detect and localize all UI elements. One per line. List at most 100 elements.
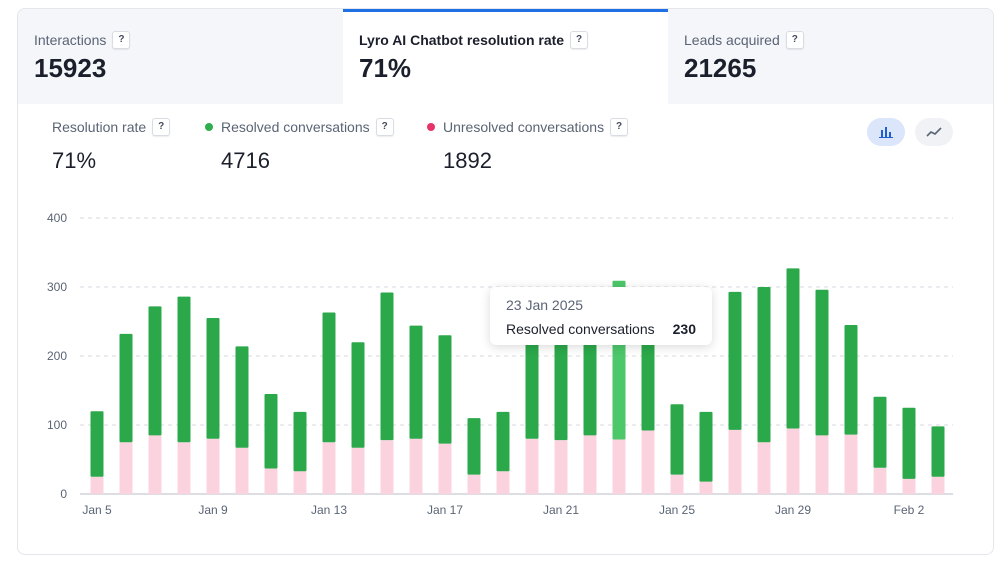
metric-resolved-conversations: Resolved conversations? 4716: [205, 118, 394, 174]
resolved-bar: [583, 335, 597, 436]
help-icon[interactable]: ?: [152, 118, 171, 136]
unresolved-dot-icon: [427, 123, 435, 131]
metric-resolution-rate: Resolution rate? 71%: [52, 118, 171, 174]
resolved-bar: [409, 325, 423, 439]
bar-view-toggle[interactable]: [867, 118, 905, 146]
chart-tooltip: 23 Jan 2025 Resolved conversations 230: [490, 287, 712, 345]
help-icon[interactable]: ?: [785, 31, 804, 49]
resolved-bar: [844, 324, 858, 435]
unresolved-bar: [496, 471, 510, 494]
x-tick-label: Jan 9: [198, 503, 228, 517]
unresolved-bar: [902, 478, 916, 494]
unresolved-bar: [931, 476, 945, 494]
tab-label: Interactions: [34, 32, 107, 48]
line-view-toggle[interactable]: [915, 118, 953, 146]
y-tick-label: 300: [47, 280, 67, 294]
unresolved-bar: [264, 468, 278, 494]
unresolved-bar: [409, 438, 423, 494]
tooltip-label: Resolved conversations: [506, 321, 655, 337]
unresolved-bar: [525, 438, 539, 494]
tab-interactions[interactable]: Interactions? 15923: [18, 9, 343, 104]
resolved-bar: [235, 346, 249, 448]
x-tick-label: Jan 21: [543, 503, 579, 517]
unresolved-bar: [148, 435, 162, 494]
metric-value: 1892: [443, 148, 492, 173]
unresolved-bar: [177, 442, 191, 494]
unresolved-bar: [119, 442, 133, 494]
unresolved-bar: [699, 481, 713, 494]
x-tick-label: Jan 17: [427, 503, 463, 517]
resolved-bar: [438, 335, 452, 444]
y-tick-label: 400: [47, 211, 67, 225]
x-tick-label: Jan 29: [775, 503, 811, 517]
resolved-bar: [148, 306, 162, 436]
y-tick-label: 0: [60, 487, 67, 501]
resolved-bar: [467, 418, 481, 475]
unresolved-bar: [351, 447, 365, 494]
resolved-bar: [380, 292, 394, 441]
resolved-bar: [496, 411, 510, 472]
metric-tabs: Interactions? 15923 Lyro AI Chatbot reso…: [18, 9, 993, 104]
resolved-bar: [902, 407, 916, 479]
resolved-bar: [293, 411, 307, 472]
resolved-bar: [264, 393, 278, 469]
tooltip-date: 23 Jan 2025: [506, 297, 584, 313]
metric-value: 71%: [52, 148, 97, 173]
resolved-bar: [322, 312, 336, 443]
tooltip-value: 230: [672, 321, 696, 337]
resolved-bar: [728, 291, 742, 430]
resolved-bar: [699, 411, 713, 482]
unresolved-bar: [293, 471, 307, 494]
unresolved-bar: [873, 467, 887, 494]
y-tick-label: 200: [47, 349, 67, 363]
unresolved-bar: [786, 428, 800, 494]
metric-value: 4716: [221, 148, 270, 173]
unresolved-bar: [757, 442, 771, 494]
resolved-bar: [525, 328, 539, 439]
resolved-bar: [119, 333, 133, 443]
metric-label: Resolution rate: [52, 119, 147, 135]
tab-value: 71%: [359, 53, 412, 83]
metric-label: Unresolved conversations: [443, 119, 605, 135]
unresolved-bar: [380, 440, 394, 494]
y-tick-label: 100: [47, 418, 67, 432]
unresolved-bar: [554, 440, 568, 494]
resolved-bar: [757, 287, 771, 443]
tab-label: Lyro AI Chatbot resolution rate: [359, 32, 565, 48]
unresolved-bar: [583, 435, 597, 494]
help-icon[interactable]: ?: [570, 31, 589, 49]
metric-unresolved-conversations: Unresolved conversations? 1892: [427, 118, 629, 174]
help-icon[interactable]: ?: [610, 118, 629, 136]
resolved-bar: [670, 404, 684, 475]
resolved-bar: [641, 336, 655, 431]
unresolved-bar: [844, 434, 858, 494]
resolved-dot-icon: [205, 123, 213, 131]
line-chart-icon: [926, 127, 942, 137]
x-tick-label: Feb 2: [894, 503, 925, 517]
unresolved-bar: [815, 435, 829, 494]
unresolved-bar: [670, 474, 684, 494]
unresolved-bar: [641, 430, 655, 494]
resolved-bar: [931, 426, 945, 477]
unresolved-bar: [438, 443, 452, 494]
resolved-bar: [873, 396, 887, 468]
tab-value: 21265: [684, 53, 757, 83]
metric-label: Resolved conversations: [221, 119, 370, 135]
unresolved-bar: [206, 438, 220, 494]
tab-resolution-rate[interactable]: Lyro AI Chatbot resolution rate? 71%: [343, 9, 668, 104]
resolved-bar: [351, 342, 365, 448]
tab-label: Leads acquired: [684, 32, 780, 48]
unresolved-bar: [235, 447, 249, 494]
unresolved-bar: [728, 429, 742, 494]
unresolved-bar: [467, 474, 481, 494]
unresolved-bar: [322, 442, 336, 494]
resolved-bar: [206, 318, 220, 439]
resolved-bar: [786, 268, 800, 429]
help-icon[interactable]: ?: [112, 31, 131, 49]
resolved-bar: [90, 411, 104, 477]
help-icon[interactable]: ?: [375, 118, 394, 136]
x-tick-label: Jan 13: [311, 503, 347, 517]
tab-leads-acquired[interactable]: Leads acquired? 21265: [668, 9, 993, 104]
x-tick-label: Jan 25: [659, 503, 695, 517]
